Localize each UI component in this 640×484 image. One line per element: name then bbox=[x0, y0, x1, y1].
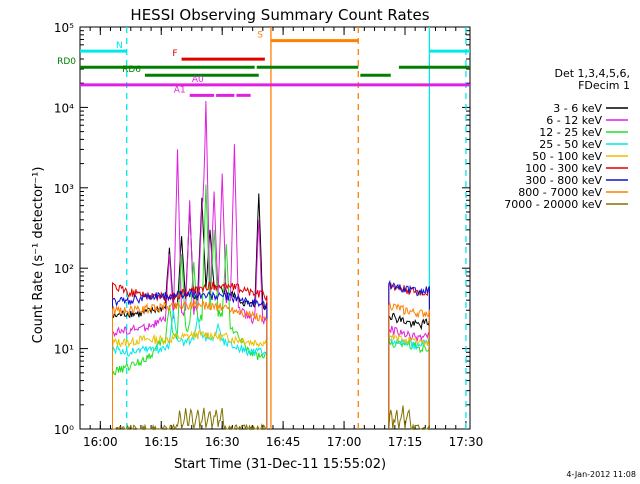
plot-frame bbox=[79, 26, 471, 430]
flag-bar-rd6: RD6 bbox=[122, 65, 391, 77]
series-line bbox=[112, 299, 268, 429]
x-tick-label: 17:30 bbox=[449, 435, 484, 449]
series-line bbox=[112, 193, 268, 429]
flag-bar-f: F bbox=[172, 49, 265, 61]
legend-label: 6 - 12 keV bbox=[546, 114, 602, 127]
legend-label: 800 - 7000 keV bbox=[518, 186, 602, 199]
x-tick-label: 17:15 bbox=[388, 435, 423, 449]
y-tick-label: 10⁰ bbox=[54, 423, 74, 437]
series-line bbox=[388, 333, 430, 429]
flag-label: RD0 bbox=[57, 57, 76, 67]
legend-entry: 300 - 800 keV bbox=[525, 174, 628, 187]
legend-entry: 50 - 100 keV bbox=[532, 150, 628, 163]
legend-entry: 100 - 300 keV bbox=[525, 162, 628, 175]
series-line bbox=[388, 282, 430, 429]
y-tick-label: 10⁴ bbox=[54, 101, 74, 115]
flag-bar-s: S bbox=[257, 31, 359, 43]
legend-label: 12 - 25 keV bbox=[539, 126, 602, 139]
y-tick-label: 10⁵ bbox=[54, 21, 74, 35]
legend-header: Det 1,3,4,5,6, bbox=[554, 67, 630, 80]
legend-entry: 25 - 50 keV bbox=[539, 138, 628, 151]
legend-label: 100 - 300 keV bbox=[525, 162, 602, 175]
x-axis-label: Start Time (31-Dec-11 15:55:02) bbox=[174, 457, 386, 472]
flag-label: F bbox=[172, 49, 177, 59]
flag-label: A0 bbox=[192, 75, 204, 85]
series-line bbox=[388, 302, 430, 429]
legend-header: FDecim 1 bbox=[578, 79, 630, 92]
flag-label: S bbox=[257, 31, 263, 41]
x-tick-label: 16:00 bbox=[83, 435, 118, 449]
series-line bbox=[112, 288, 268, 429]
flag-bar-a0: A0 bbox=[80, 75, 470, 87]
legend-entry: 3 - 6 keV bbox=[553, 102, 628, 115]
series-8 bbox=[112, 405, 430, 431]
y-axis-label: Count Rate (s⁻¹ detector⁻¹) bbox=[31, 167, 46, 344]
x-tick-label: 16:15 bbox=[144, 435, 179, 449]
legend-label: 50 - 100 keV bbox=[532, 150, 602, 163]
legend-label: 300 - 800 keV bbox=[525, 174, 602, 187]
x-tick-label: 17:00 bbox=[327, 435, 362, 449]
legend-label: 25 - 50 keV bbox=[539, 138, 602, 151]
flag-label: A1 bbox=[174, 85, 186, 95]
series-line bbox=[388, 325, 430, 429]
legend-label: 3 - 6 keV bbox=[553, 102, 602, 115]
series-line bbox=[112, 329, 268, 429]
flag-bar-rd0: RD0 bbox=[57, 57, 470, 69]
legend-entry: 800 - 7000 keV bbox=[518, 186, 628, 199]
series-line bbox=[112, 100, 268, 429]
series-line bbox=[388, 405, 430, 431]
plot-area: 10⁰ 10¹ 10² 10³ 10⁴ 10⁵ 16:00 16:15 16:30 16:45 17… bbox=[54, 21, 483, 449]
legend-entry: 6 - 12 keV bbox=[546, 114, 628, 127]
series-line bbox=[388, 312, 430, 429]
x-tick-label: 16:45 bbox=[266, 435, 301, 449]
series-7 bbox=[112, 299, 430, 429]
flag-label: N bbox=[116, 41, 123, 51]
flag-bar-n: N bbox=[80, 41, 470, 53]
series-line bbox=[112, 407, 267, 431]
series-line bbox=[112, 281, 268, 429]
series-6 bbox=[112, 279, 430, 429]
legend-entry: 7000 - 20000 keV bbox=[504, 198, 628, 211]
series-line bbox=[388, 336, 430, 429]
series-5 bbox=[112, 281, 430, 429]
legend-entry: 12 - 25 keV bbox=[539, 126, 628, 139]
chart-title: HESSI Observing Summary Count Rates bbox=[130, 6, 429, 24]
flag-bar-a1: A1 bbox=[174, 85, 251, 97]
y-tick-label: 10³ bbox=[54, 182, 74, 196]
flag-label: RD6 bbox=[122, 65, 141, 75]
series-3 bbox=[112, 310, 430, 429]
y-tick-label: 10² bbox=[54, 262, 74, 276]
series-line bbox=[112, 310, 268, 429]
x-tick-label: 16:30 bbox=[205, 435, 240, 449]
series-4 bbox=[112, 329, 430, 429]
legend-label: 7000 - 20000 keV bbox=[504, 198, 602, 211]
y-tick-label: 10¹ bbox=[54, 343, 74, 357]
series-line bbox=[388, 279, 430, 429]
series-line bbox=[388, 338, 430, 429]
footer-date: 4-Jan-2012 11:08 bbox=[566, 470, 636, 479]
